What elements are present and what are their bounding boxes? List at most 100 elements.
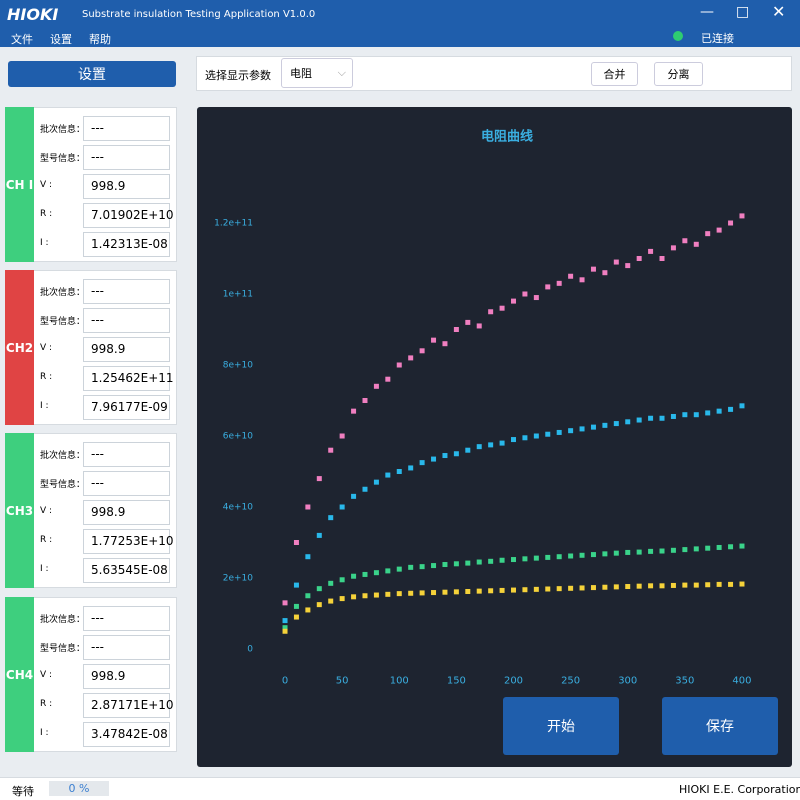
point (293, 603, 299, 609)
menu-item[interactable]: 设置 (50, 33, 72, 46)
point (488, 588, 494, 594)
point (636, 583, 642, 589)
point (316, 532, 322, 538)
point (579, 552, 585, 558)
point (339, 577, 345, 583)
point (282, 625, 288, 631)
point (545, 554, 551, 560)
menu-item[interactable]: 帮助 (89, 33, 111, 46)
point (659, 548, 665, 554)
field-value: 1.25462E+11 (83, 366, 174, 391)
point (373, 592, 379, 598)
point (362, 571, 368, 577)
x-tick-label: 100 (390, 676, 409, 687)
point (476, 588, 482, 594)
point (648, 548, 654, 554)
point (419, 564, 425, 570)
point (293, 582, 299, 588)
dropdown-arrow: ⌵ (337, 66, 346, 79)
point (728, 544, 734, 550)
point (739, 403, 745, 409)
point (590, 552, 596, 558)
toolbar-label: 选择显示参数 (205, 69, 271, 82)
channel-tab: CH4 (5, 597, 34, 752)
maximize[interactable]: □ (736, 4, 750, 20)
point (453, 327, 459, 332)
field-label: 型号信息： (40, 644, 86, 654)
y-tick-label: 8e+10 (223, 361, 254, 371)
param-select[interactable]: 电阻 ⌵ (281, 58, 353, 88)
point (328, 447, 334, 453)
point (442, 562, 448, 568)
point (625, 584, 631, 590)
point (682, 547, 688, 553)
field-value: 2.87171E+10 (83, 693, 174, 718)
point (385, 568, 391, 574)
x-tick-label: 350 (675, 676, 694, 687)
field-label: I : (40, 564, 49, 574)
point (373, 383, 379, 389)
merge-button[interactable]: 合并 (591, 62, 638, 86)
point (282, 618, 288, 624)
point (396, 566, 402, 572)
point (453, 451, 459, 457)
close[interactable]: ✕ (772, 2, 786, 21)
x-tick-label: 400 (732, 676, 751, 687)
field-value: 5.63545E-08 (83, 558, 170, 583)
point (351, 408, 357, 414)
y-tick-label: 0 (247, 645, 253, 655)
point (453, 561, 459, 567)
point (442, 589, 448, 595)
x-tick-label: 50 (336, 676, 349, 687)
point (488, 558, 494, 564)
point (499, 305, 505, 311)
connection-status: 已连接 (701, 32, 734, 45)
point (362, 486, 368, 492)
point (293, 614, 299, 620)
y-tick-label: 4e+10 (223, 503, 254, 513)
point (522, 435, 528, 441)
point (282, 628, 288, 634)
point (328, 580, 334, 586)
point (396, 591, 402, 597)
point (545, 431, 551, 437)
field-label: I : (40, 238, 49, 248)
point (693, 582, 699, 588)
point (511, 437, 516, 443)
point (613, 550, 619, 556)
company: HIOKI E.E. Corporation (679, 783, 800, 796)
point (659, 583, 665, 589)
point (499, 557, 505, 563)
point (716, 581, 722, 587)
save-button[interactable]: 保存 (662, 697, 778, 755)
point (442, 453, 448, 459)
minimize[interactable]: — (700, 4, 714, 20)
point (533, 433, 539, 439)
field-label: R : (40, 209, 53, 219)
point (648, 415, 654, 421)
point (362, 398, 368, 403)
field-value: 1.42313E-08 (83, 232, 170, 257)
point (305, 554, 311, 560)
point (556, 586, 562, 592)
point (739, 581, 745, 587)
menu-item[interactable]: 文件 (11, 33, 33, 46)
point (533, 586, 539, 592)
point (408, 564, 414, 570)
field-value: --- (83, 471, 170, 496)
point (476, 559, 482, 565)
point (568, 428, 574, 434)
split-button[interactable]: 分离 (654, 62, 703, 86)
settings-button[interactable]: 设置 (8, 61, 176, 87)
point (511, 587, 516, 593)
point (351, 594, 357, 600)
field-label: I : (40, 728, 49, 738)
status-bar (0, 777, 800, 800)
point (579, 277, 585, 283)
point (739, 213, 745, 219)
start-button[interactable]: 开始 (503, 697, 619, 755)
point (590, 585, 596, 591)
field-value: 998.9 (83, 174, 170, 199)
field-label: V : (40, 343, 53, 353)
